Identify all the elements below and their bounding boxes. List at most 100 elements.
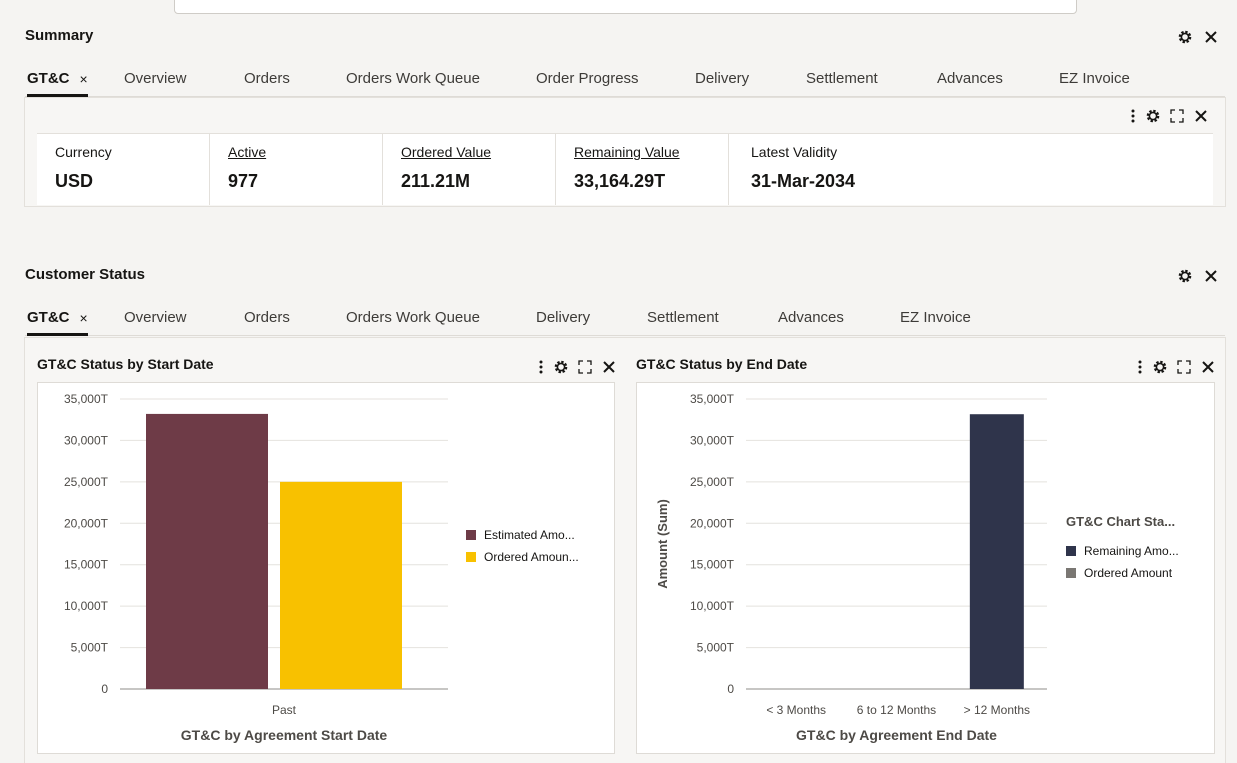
tab-delivery[interactable]: Delivery [695,70,749,96]
tab-gt-c[interactable]: GT&C × [27,309,88,336]
summary-title: Summary [25,27,94,44]
gear-icon[interactable] [1145,108,1161,124]
more-vertical-icon[interactable] [1136,359,1144,375]
kpi-latest-validity: Latest Validity 31-Mar-2034 [729,134,1213,205]
chart-end-date-svg: 35,000T 30,000T 25,000T 20,000T 15,000T 10,00… [655,392,1179,743]
tab-label: Orders Work Queue [346,70,480,87]
chart-title: GT&C Status by End Date [636,356,808,372]
tab-label: GT&C [27,70,70,87]
y-tick-label: 10,000T [690,599,735,613]
kpi-panel-tools [1129,108,1209,124]
bar [146,413,268,689]
tab-orders[interactable]: Orders [244,70,290,96]
summary-kpi-panel: Currency USD Active 977 Ordered Value 21… [24,97,1226,207]
tab-gt-c[interactable]: GT&C × [27,70,88,97]
kpi-label: Latest Validity [751,144,838,160]
customer-status-panel: GT&C Status by Start Date 35,000T 30,000T… [24,337,1226,763]
y-tick-label: 15,000T [690,558,735,572]
y-tick-label: 0 [727,682,734,696]
y-tick-label: 35,000T [64,392,109,406]
tab-label: GT&C [27,309,70,326]
bar [969,414,1024,689]
tab-label: Advances [937,70,1003,87]
kpi-label-link[interactable]: Ordered Value [401,144,492,160]
customer-status-title: Customer Status [25,266,146,283]
gear-icon[interactable] [1177,268,1193,284]
summary-actions [1177,29,1219,45]
tab-label: Orders Work Queue [346,309,480,326]
legend-label: Ordered Amoun... [484,550,579,564]
tab-label: Orders [244,70,290,87]
tab-close-icon[interactable]: × [79,70,88,87]
expand-icon[interactable] [1176,359,1192,375]
chart2-tools [1136,359,1216,375]
search-input[interactable] [174,0,1077,14]
tab-close-icon[interactable]: × [79,309,88,326]
legend-swatch [466,552,476,562]
expand-icon[interactable] [1169,108,1185,124]
chart-end-date: 35,000T 30,000T 25,000T 20,000T 15,000T 10,00… [636,382,1215,754]
tab-orders-work-queue[interactable]: Orders Work Queue [346,309,480,335]
y-tick-label: 20,000T [690,516,735,530]
kpi-label-link[interactable]: Active [228,144,267,160]
tab-settlement[interactable]: Settlement [647,309,719,335]
y-tick-label: 25,000T [64,475,109,489]
tab-label: Orders [244,309,290,326]
tab-overview[interactable]: Overview [124,70,187,96]
kpi-value: USD [55,171,94,191]
kpi-ordered-value[interactable]: Ordered Value 211.21M [383,134,556,205]
x-tick-label: > 12 Months [964,703,1030,717]
tab-delivery[interactable]: Delivery [536,309,590,335]
tab-settlement[interactable]: Settlement [806,70,878,96]
kpi-value: 31-Mar-2034 [751,171,856,191]
tab-overview[interactable]: Overview [124,309,187,335]
gear-icon[interactable] [553,359,569,375]
kpi-remaining-value[interactable]: Remaining Value 33,164.29T [556,134,729,205]
legend-label: Estimated Amo... [484,528,575,542]
tab-label: Advances [778,309,844,326]
bar [280,481,402,689]
y-tick-label: 30,000T [690,433,735,447]
chart-start-date-svg: 35,000T 30,000T 25,000T 20,000T 15,000T 10,00… [64,392,579,743]
y-tick-label: 5,000T [71,641,109,655]
tab-order-progress[interactable]: Order Progress [536,70,639,96]
close-icon[interactable] [1203,29,1219,45]
gear-icon[interactable] [1152,359,1168,375]
x-axis-title: GT&C by Agreement Start Date [181,727,388,743]
y-tick-label: 10,000T [64,599,109,613]
tab-advances[interactable]: Advances [937,70,1003,96]
x-tick-label: Past [272,703,297,717]
y-axis-title: Amount (Sum) [655,499,670,589]
customer-status-tab-bar: GT&C × Overview Orders Orders Work Queue Deli… [25,302,1225,336]
expand-icon[interactable] [577,359,593,375]
tab-label: Overview [124,70,187,87]
chart-title: GT&C Status by Start Date [37,356,214,372]
chart1-tools [537,359,617,375]
close-icon[interactable] [601,359,617,375]
close-icon[interactable] [1203,268,1219,284]
tab-ez-invoice[interactable]: EZ Invoice [1059,70,1130,96]
close-icon[interactable] [1193,108,1209,124]
gear-icon[interactable] [1177,29,1193,45]
legend-label: Remaining Amo... [1084,544,1179,558]
x-tick-label: < 3 Months [766,703,826,717]
legend-swatch [1066,546,1076,556]
tab-advances[interactable]: Advances [778,309,844,335]
tab-orders[interactable]: Orders [244,309,290,335]
kpi-label: Currency [55,144,112,160]
y-tick-label: 35,000T [690,392,735,406]
kpi-label-link[interactable]: Remaining Value [574,144,680,160]
tab-label: Delivery [536,309,591,326]
kpi-active[interactable]: Active 977 [210,134,383,205]
legend-swatch [1066,568,1076,578]
more-vertical-icon[interactable] [537,359,545,375]
legend-title: GT&C Chart Sta... [1066,514,1175,529]
chart-start-date: 35,000T 30,000T 25,000T 20,000T 15,000T 10,00… [37,382,615,754]
customer-status-actions [1177,268,1219,284]
close-icon[interactable] [1200,359,1216,375]
more-vertical-icon[interactable] [1129,108,1137,124]
y-tick-label: 15,000T [64,558,109,572]
y-tick-label: 20,000T [64,516,109,530]
tab-orders-work-queue[interactable]: Orders Work Queue [346,70,480,96]
tab-ez-invoice[interactable]: EZ Invoice [900,309,971,335]
